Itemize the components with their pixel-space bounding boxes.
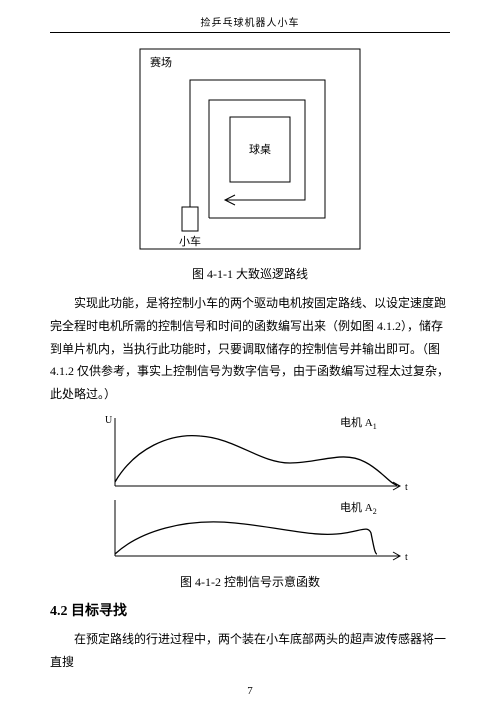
page-number: 7 bbox=[0, 685, 500, 697]
paragraph-1: 实现此功能，是将控制小车的两个驱动电机按固定路线、以设定速度跑完全程时电机所需的… bbox=[50, 292, 450, 406]
label-table: 球桌 bbox=[249, 142, 271, 156]
axis-y-label-1: U bbox=[105, 415, 113, 426]
series-label-a2: 电机 A2 bbox=[340, 500, 377, 516]
label-arena: 赛场 bbox=[150, 55, 172, 69]
figure-4-1-1-diagram: 赛场 球桌 小车 bbox=[130, 45, 370, 263]
header-rule bbox=[50, 32, 450, 33]
running-header: 捡乒乓球机器人小车 bbox=[50, 14, 450, 29]
series-label-a1: 电机 A1 bbox=[340, 415, 377, 431]
figure-4-1-1-caption: 图 4-1-1 大致巡逻路线 bbox=[50, 265, 450, 282]
axis-x-label-2: t bbox=[405, 552, 408, 563]
page: 捡乒乓球机器人小车 赛场 球桌 小车 图 4-1-1 大致巡逻路线 实现此功能，… bbox=[0, 0, 500, 707]
figure-4-1-2-chart: U t 电机 A1 t 电机 A2 bbox=[85, 408, 415, 573]
figure-4-1-2-caption: 图 4-1-2 控制信号示意函数 bbox=[50, 573, 450, 590]
axis-x-label-1: t bbox=[405, 482, 408, 493]
label-car: 小车 bbox=[179, 234, 201, 248]
paragraph-2: 在预定路线的行进过程中，两个装在小车底部两头的超声波传感器将一直搜 bbox=[50, 628, 450, 674]
section-4-2-title: 4.2 目标寻找 bbox=[50, 600, 450, 620]
